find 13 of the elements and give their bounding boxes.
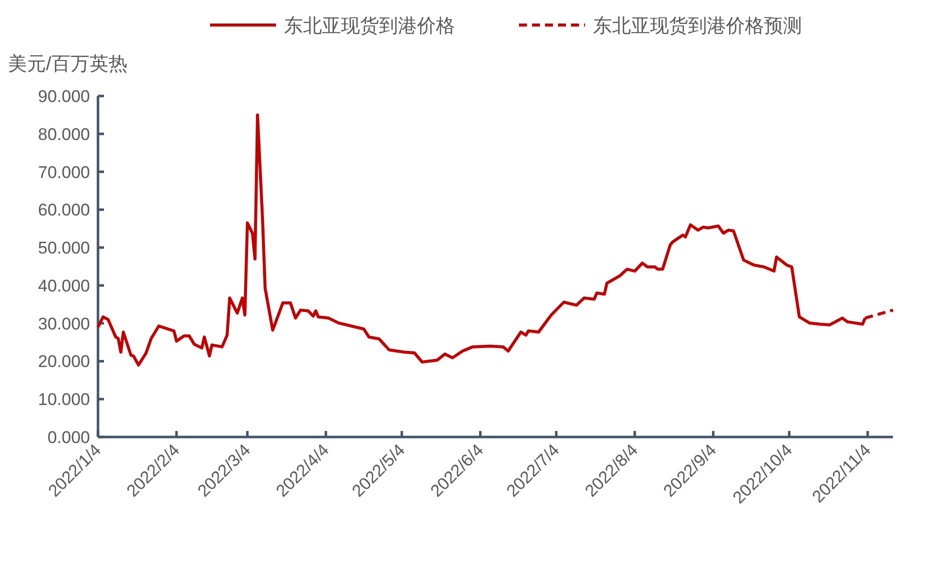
- y-tick-label: 70.000: [38, 162, 90, 182]
- y-tick-label: 10.000: [38, 390, 90, 410]
- y-tick-label: 40.000: [38, 276, 90, 296]
- y-tick-label: 30.000: [38, 314, 90, 334]
- legend-label: 东北亚现货到港价格预测: [593, 16, 802, 37]
- y-tick-label: 0.000: [47, 428, 90, 447]
- y-tick-label: 90.000: [38, 87, 90, 106]
- y-tick-label: 50.000: [38, 238, 90, 258]
- y-tick-label: 20.000: [38, 352, 90, 372]
- y-tick-label: 80.000: [38, 124, 90, 144]
- y-axis-title: 美元/百万英热: [8, 53, 128, 75]
- legend-label: 东北亚现货到港价格: [284, 16, 455, 37]
- y-tick-label: 60.000: [38, 200, 90, 220]
